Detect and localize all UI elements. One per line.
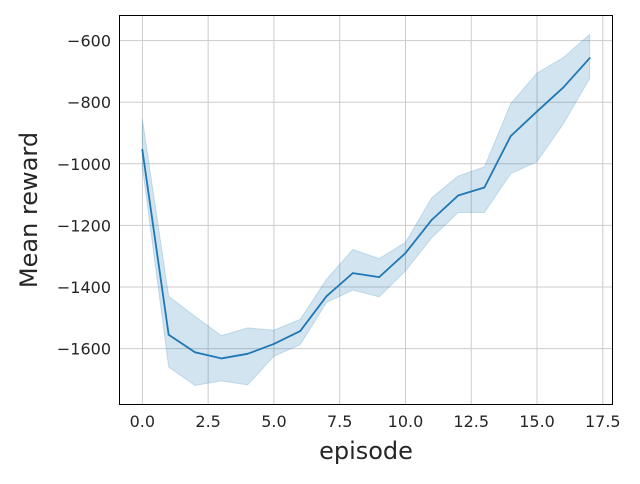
series-line bbox=[141, 57, 591, 360]
data-point bbox=[536, 110, 538, 113]
confidence-band-layer bbox=[141, 33, 591, 387]
x-axis-label: episode bbox=[319, 437, 413, 465]
y-tick-label: −600 bbox=[67, 32, 111, 51]
data-point bbox=[220, 357, 223, 360]
y-tick-label: −800 bbox=[67, 93, 111, 112]
y-axis-label: Mean reward bbox=[15, 132, 43, 288]
data-point bbox=[325, 295, 328, 298]
data-point bbox=[378, 276, 381, 279]
data-point bbox=[430, 218, 433, 221]
y-tick-label: −1600 bbox=[57, 340, 111, 359]
y-tick-label: −1000 bbox=[57, 155, 111, 174]
x-tick-labels: 0.0 2.5 5.0 7.5 10.0 12.5 15.0 17.5 bbox=[130, 412, 621, 431]
plot-frame bbox=[119, 15, 613, 405]
data-point bbox=[167, 333, 170, 336]
x-tick-label: 0.0 bbox=[130, 412, 155, 431]
x-tick-label: 5.0 bbox=[261, 412, 286, 431]
y-tick-label: −1400 bbox=[57, 278, 111, 297]
data-point bbox=[141, 149, 144, 151]
data-point bbox=[562, 86, 565, 89]
y-tick-label: −1200 bbox=[57, 216, 111, 235]
data-point bbox=[483, 186, 486, 189]
x-tick-label: 12.5 bbox=[453, 412, 489, 431]
data-point bbox=[246, 352, 249, 355]
x-tick-label: 15.0 bbox=[519, 412, 555, 431]
x-tick-label: 7.5 bbox=[327, 412, 352, 431]
data-point bbox=[194, 351, 196, 354]
series-line-layer bbox=[141, 57, 591, 360]
grid-lines bbox=[120, 16, 612, 404]
data-point bbox=[509, 135, 512, 137]
data-point bbox=[588, 57, 591, 60]
x-tick-label: 10.0 bbox=[388, 412, 424, 431]
y-tick-labels: −1600 −1400 −1200 −1000 −800 −600 bbox=[57, 32, 111, 359]
data-point bbox=[404, 252, 407, 255]
data-point bbox=[273, 343, 275, 345]
x-tick-label: 2.5 bbox=[195, 412, 220, 431]
x-tick-label: 17.5 bbox=[585, 412, 621, 431]
confidence-band bbox=[141, 33, 591, 387]
data-point bbox=[457, 194, 459, 197]
data-point bbox=[299, 330, 302, 332]
data-point bbox=[351, 272, 354, 275]
